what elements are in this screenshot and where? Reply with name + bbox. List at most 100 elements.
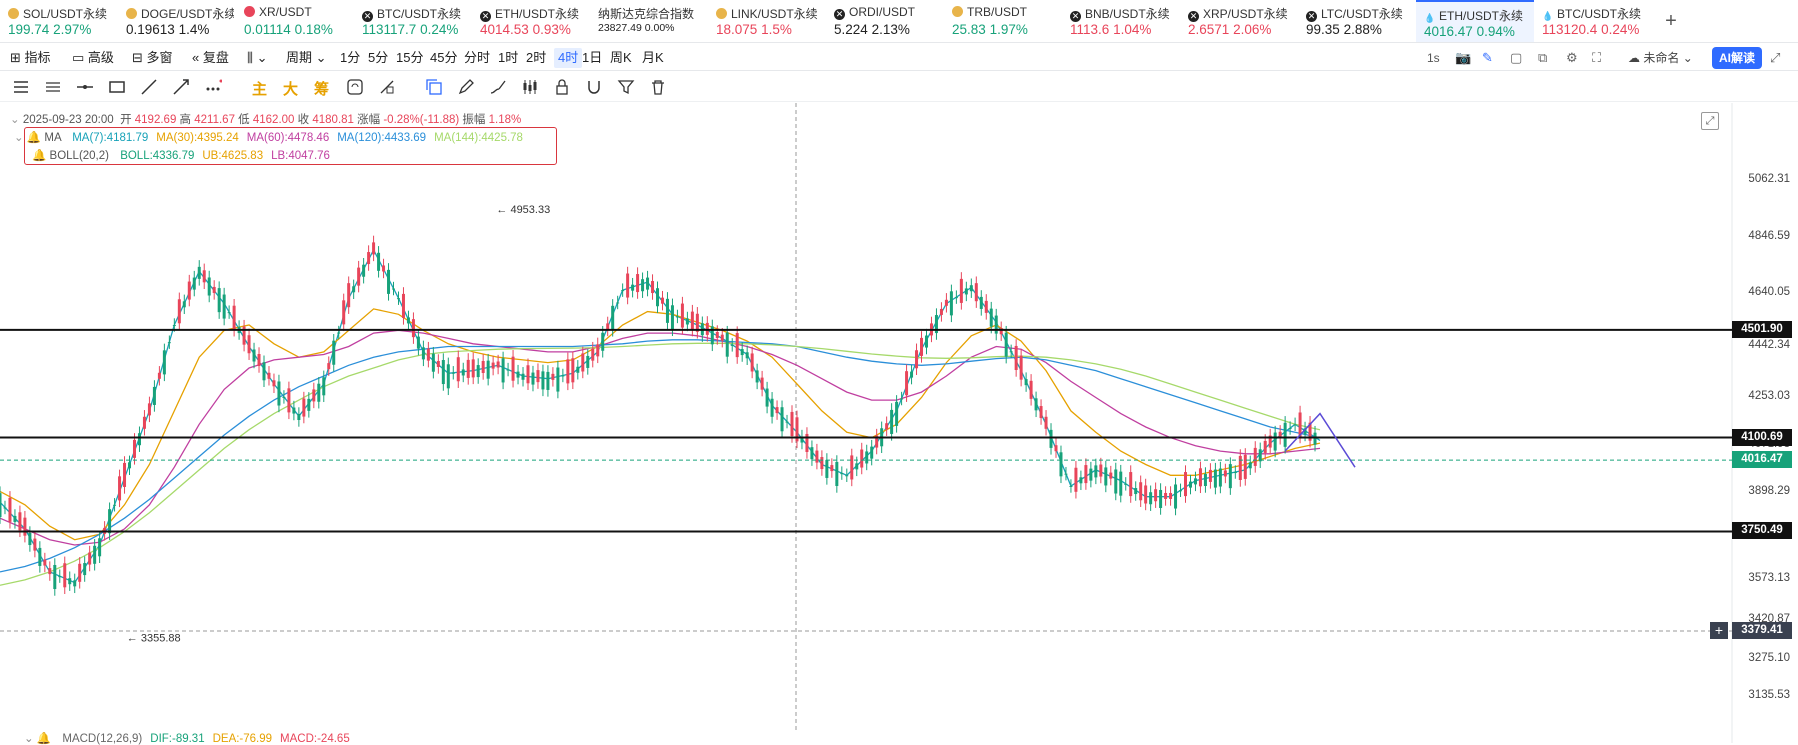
fullscreen-icon[interactable]: ⛶ — [1592, 50, 1602, 65]
ticker-item[interactable]: ✕ XRP/USDT永续 2.6571 2.06% — [1180, 0, 1298, 42]
candle-body — [292, 407, 296, 414]
interval-6[interactable]: 2时 — [526, 50, 547, 65]
ticker-item[interactable]: ✕ LTC/USDT永续 99.35 2.88% — [1298, 0, 1416, 42]
interval-7[interactable]: 4时 — [554, 48, 583, 68]
filter-icon[interactable] — [617, 78, 635, 96]
bell-icon[interactable]: 🔔 — [26, 132, 42, 144]
gear-icon[interactable]: ⚙ — [1566, 50, 1578, 65]
brush-icon[interactable] — [489, 78, 507, 96]
ticker-symbol: ETH/USDT永续 — [1439, 9, 1524, 23]
candle-body — [98, 538, 102, 557]
add-alert-icon[interactable]: + — [1710, 622, 1728, 640]
chevron-down-icon: ⌄ — [1679, 51, 1693, 65]
candle-body — [1104, 467, 1108, 486]
sync-icon[interactable] — [346, 78, 364, 96]
ticker-name: ✕ ORDI/USDT — [834, 5, 942, 20]
copy-icon[interactable] — [425, 78, 443, 96]
candle-body — [885, 423, 889, 430]
candle-body — [1049, 429, 1053, 448]
ai-interpret-button[interactable]: AI解读 — [1712, 47, 1763, 69]
ticker-change: 1.04% — [1113, 22, 1152, 37]
ticker-item[interactable]: TRB/USDT 25.83 1.97% — [944, 0, 1062, 42]
candle-body — [43, 559, 47, 566]
low-value: 4162.00 — [252, 114, 295, 126]
interval-9[interactable]: 周K — [610, 50, 632, 65]
candle-body — [720, 334, 724, 341]
ray-icon[interactable] — [172, 78, 190, 96]
chart-type-button[interactable]: ⫼ ⌄ — [247, 48, 268, 68]
eraser-icon[interactable] — [378, 78, 396, 96]
trend-line-icon[interactable] — [140, 78, 158, 96]
chevron-icon[interactable]: ⌄ — [14, 132, 27, 144]
share-icon[interactable]: ⧉ — [1538, 50, 1548, 65]
collapse-icon[interactable]: ⤢ — [1770, 50, 1781, 65]
interval-8[interactable]: 1日 — [582, 50, 603, 65]
chevron-icon[interactable]: ⌄ — [24, 733, 37, 745]
ticker-item[interactable]: ✕ BTC/USDT永续 113117.7 0.24% — [354, 0, 472, 42]
ticker-item[interactable]: SOL/USDT永续 199.74 2.97% — [0, 0, 118, 42]
link-icon — [716, 8, 727, 19]
rectangle-icon[interactable] — [108, 78, 126, 96]
candles-icon[interactable] — [521, 78, 539, 96]
candle-body — [934, 315, 938, 334]
parallel-lines-icon[interactable] — [44, 78, 62, 96]
candle-body — [845, 475, 849, 477]
magnet-icon[interactable] — [585, 78, 603, 96]
pencil-icon[interactable] — [457, 78, 475, 96]
period-dropdown[interactable]: 周期 ⌄ — [286, 48, 327, 68]
candle-body — [48, 568, 52, 575]
candle-body — [322, 377, 326, 396]
ticker-price: 0.19613 — [126, 22, 175, 37]
candle-body — [964, 288, 968, 295]
candle-body — [446, 364, 450, 389]
candle-body — [775, 407, 779, 414]
interval-0[interactable]: 1分 — [340, 50, 361, 65]
bell-icon[interactable]: 🔔 — [32, 150, 47, 162]
ticker-item[interactable]: 💧 BTC/USDT永续 113120.4 0.24% — [1534, 0, 1652, 42]
ticker-item[interactable]: LINK/USDT永续 18.075 1.5% — [708, 0, 826, 42]
camera-icon[interactable]: 📷 — [1455, 50, 1472, 65]
bell-icon[interactable]: 🔔 — [36, 733, 52, 745]
interval-2[interactable]: 15分 — [396, 50, 424, 65]
pen-icon[interactable]: ✎ — [1482, 50, 1493, 65]
user-trend-line[interactable] — [1284, 412, 1356, 468]
menu-lines-icon[interactable] — [12, 78, 30, 96]
candle-body — [850, 455, 854, 480]
ticker-item[interactable]: 纳斯达克综合指数 23827.49 0.00% — [590, 0, 708, 42]
interval-1[interactable]: 5分 — [368, 50, 389, 65]
candle-body — [1084, 465, 1088, 484]
layout-icon[interactable]: ▢ — [1510, 50, 1523, 65]
refresh-rate[interactable]: 1s — [1427, 51, 1440, 65]
candle-body — [815, 450, 819, 463]
multi-window-button[interactable]: ⊟ 多窗 — [132, 48, 173, 68]
chip-toggle[interactable]: 筹 — [314, 81, 330, 98]
ticker-symbol: TRB/USDT — [967, 5, 1027, 19]
ticker-item[interactable]: ✕ ORDI/USDT 5.224 2.13% — [826, 0, 944, 42]
horizontal-line-icon[interactable] — [76, 78, 94, 96]
main-chart-toggle[interactable]: 主 — [252, 81, 268, 98]
candle-body — [840, 473, 844, 475]
more-tools-icon[interactable] — [204, 78, 223, 96]
layout-name-dropdown[interactable]: ☁ 未命名 ⌄ — [1628, 48, 1693, 68]
ticker-item[interactable]: ✕ BNB/USDT永续 1113.6 1.04% — [1062, 0, 1180, 42]
candle-body — [715, 332, 719, 339]
add-ticker-button[interactable]: + — [1665, 10, 1677, 32]
ticker-item[interactable]: 💧 ETH/USDT永续 4016.47 0.94% — [1416, 0, 1534, 42]
big-order-toggle[interactable]: 大 — [283, 81, 299, 98]
expand-icon[interactable]: ⤢ — [1701, 112, 1719, 130]
ticker-name: 💧 BTC/USDT永续 — [1542, 5, 1650, 22]
interval-3[interactable]: 45分 — [430, 50, 458, 65]
trash-icon[interactable] — [649, 78, 667, 96]
chevron-icon[interactable]: ⌄ — [10, 114, 23, 126]
replay-button[interactable]: « 复盘 — [192, 48, 229, 68]
indicators-button[interactable]: ⊞ 指标 — [10, 48, 51, 68]
interval-10[interactable]: 月K — [642, 50, 664, 65]
ticker-item[interactable]: ✕ ETH/USDT永续 4014.53 0.93% — [472, 0, 590, 42]
lock-icon[interactable] — [553, 78, 571, 96]
advanced-button[interactable]: ▭ 高级 — [72, 48, 114, 68]
interval-4[interactable]: 分时 — [464, 50, 491, 65]
interval-5[interactable]: 1时 — [498, 50, 519, 65]
ticker-item[interactable]: DOGE/USDT永续 0.19613 1.4% — [118, 0, 236, 42]
ticker-item[interactable]: XR/USDT 0.01114 0.18% — [236, 0, 354, 42]
price-chart[interactable]: ← 4953.33 ← 3355.88 — [0, 103, 1798, 743]
